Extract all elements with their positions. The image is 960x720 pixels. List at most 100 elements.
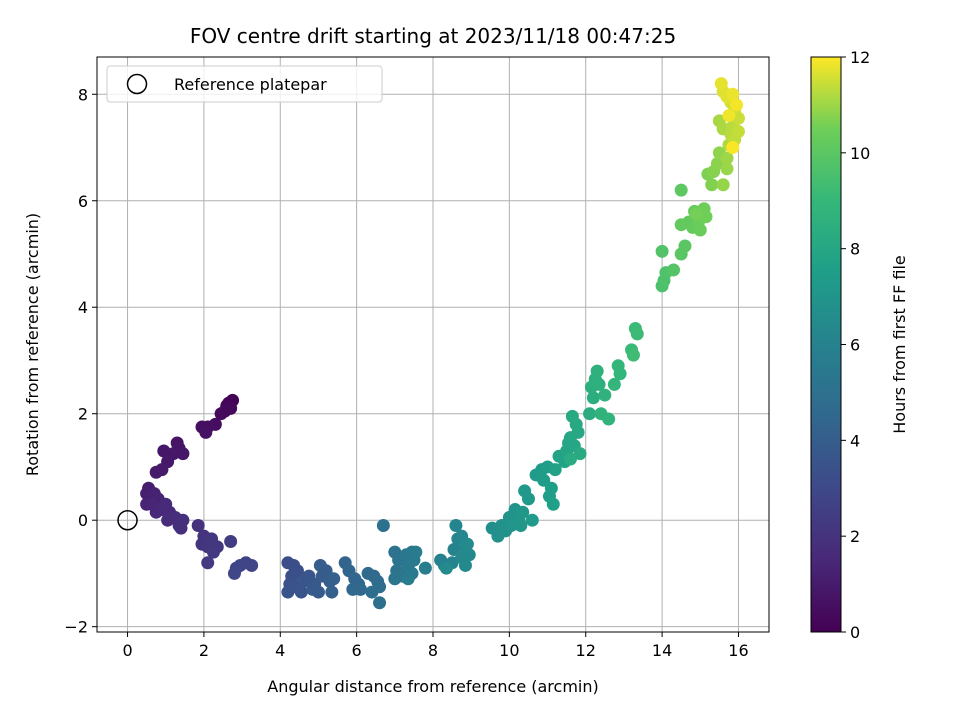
data-point — [674, 183, 688, 197]
data-point — [730, 98, 744, 112]
data-point — [630, 327, 644, 341]
data-point — [401, 572, 415, 586]
data-point — [598, 388, 612, 402]
data-point — [157, 444, 171, 458]
data-point — [548, 463, 562, 477]
data-points — [117, 77, 745, 610]
data-point — [714, 77, 728, 91]
data-point — [726, 87, 740, 101]
x-tick-label: 4 — [275, 641, 285, 660]
data-point — [458, 558, 472, 572]
reference-marker — [117, 509, 138, 531]
colorbar-gradient — [810, 56, 842, 633]
data-point — [689, 207, 703, 221]
data-point — [201, 556, 215, 570]
x-tick-label: 12 — [576, 641, 596, 660]
data-point — [327, 572, 341, 586]
grid-lines — [97, 57, 769, 632]
data-point — [325, 585, 339, 599]
data-point — [613, 367, 627, 381]
data-point — [516, 505, 530, 519]
x-tick-label: 6 — [352, 641, 362, 660]
colorbar-tick-label: 12 — [850, 48, 870, 67]
data-point — [563, 452, 577, 466]
data-point — [602, 412, 616, 426]
colorbar-tick-label: 4 — [850, 431, 860, 450]
y-tick-label: 6 — [78, 192, 88, 211]
data-point — [720, 162, 734, 176]
data-point — [227, 566, 241, 580]
data-point — [176, 447, 190, 461]
legend-marker-icon — [126, 73, 148, 95]
x-tick-label: 16 — [728, 641, 748, 660]
data-point — [655, 244, 669, 258]
data-point — [388, 572, 402, 586]
x-tick-label: 8 — [428, 641, 438, 660]
data-point — [678, 239, 692, 253]
data-point — [583, 407, 597, 421]
data-point — [214, 407, 228, 421]
data-point — [525, 513, 539, 527]
data-point — [376, 519, 390, 533]
data-point — [705, 178, 719, 192]
data-point — [149, 465, 163, 479]
colorbar-label: Hours from first FF file — [890, 255, 909, 434]
data-point — [667, 263, 681, 277]
colorbar-tick-label: 2 — [850, 527, 860, 546]
data-point — [281, 585, 295, 599]
data-point — [592, 377, 606, 391]
data-point — [373, 596, 387, 610]
data-point — [290, 564, 304, 578]
data-point — [311, 585, 325, 599]
colorbar-tick-label: 0 — [850, 623, 860, 642]
data-point — [199, 425, 213, 439]
data-point — [353, 582, 367, 596]
legend: Reference platepar — [106, 65, 383, 103]
data-point — [514, 519, 528, 533]
data-point — [722, 109, 736, 123]
colorbar-ticks: 0 2 4 6 8 10 12 — [841, 48, 870, 642]
y-tick-label: 4 — [78, 298, 88, 317]
data-point — [174, 521, 188, 535]
data-point — [546, 497, 560, 511]
data-point — [518, 484, 532, 498]
chart-title: FOV centre drift starting at 2023/11/18 … — [190, 24, 676, 48]
data-point — [245, 558, 259, 572]
data-point — [294, 585, 308, 599]
colorbar-tick-label: 6 — [850, 336, 860, 355]
y-axis-label: Rotation from reference (arcmin) — [23, 213, 42, 476]
data-point — [607, 377, 621, 391]
data-point — [365, 585, 379, 599]
x-tick-label: 14 — [652, 641, 672, 660]
data-point — [716, 178, 730, 192]
data-point — [418, 561, 432, 575]
data-point — [590, 364, 604, 378]
legend-box — [106, 65, 383, 103]
data-point — [693, 223, 707, 237]
data-point — [726, 141, 740, 155]
x-tick-label: 10 — [499, 641, 519, 660]
x-tick-label: 0 — [122, 641, 132, 660]
legend-entry-reference: Reference platepar — [174, 75, 327, 94]
data-point — [626, 348, 640, 362]
data-point — [439, 561, 453, 575]
data-point — [449, 519, 463, 533]
data-point — [462, 548, 476, 562]
data-point — [731, 125, 745, 139]
y-tick-label: −2 — [64, 618, 88, 637]
data-point — [573, 447, 587, 461]
y-tick-label: 2 — [78, 405, 88, 424]
data-point — [720, 151, 734, 165]
colorbar-tick-label: 10 — [850, 144, 870, 163]
data-point — [409, 545, 423, 559]
data-point — [460, 537, 474, 551]
y-tick-label: 8 — [78, 85, 88, 104]
data-point — [191, 519, 205, 533]
colorbar: 0 2 4 6 8 10 12 Hours from first FF file — [810, 48, 909, 642]
x-tick-label: 2 — [199, 641, 209, 660]
data-point — [710, 156, 724, 170]
y-tick-label: 0 — [78, 511, 88, 530]
x-axis-label: Angular distance from reference (arcmin) — [267, 677, 598, 696]
data-point — [313, 558, 327, 572]
